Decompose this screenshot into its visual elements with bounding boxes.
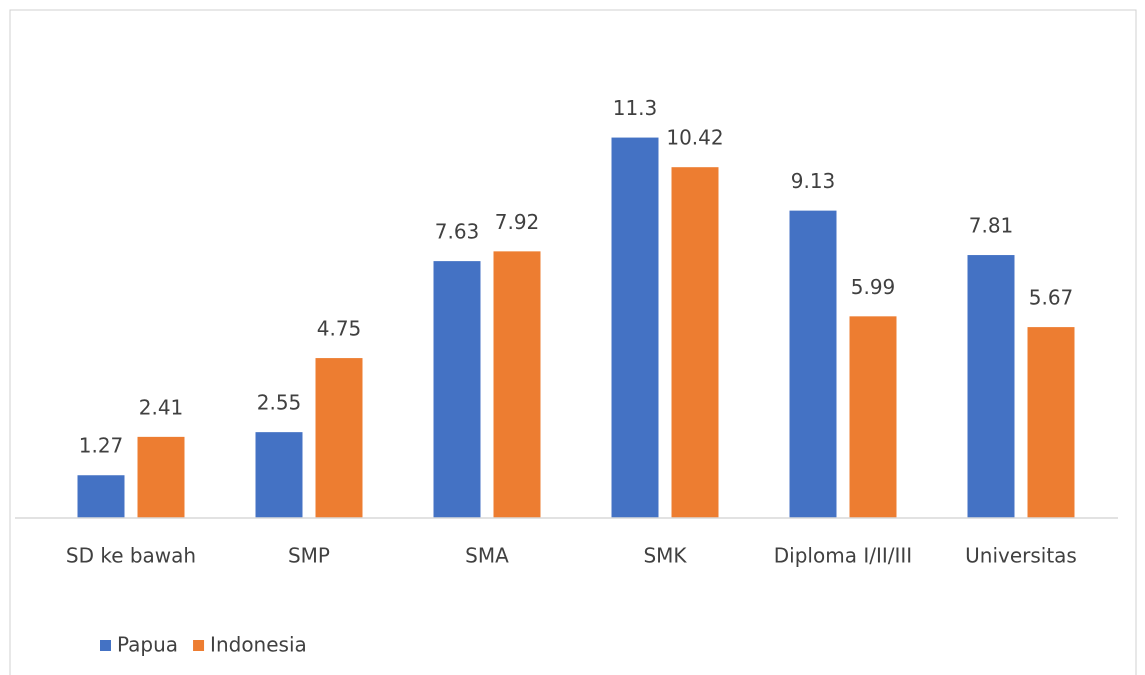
bar <box>315 358 363 518</box>
data-label: 7.63 <box>435 220 480 244</box>
data-label: 2.55 <box>257 391 302 415</box>
data-label: 5.67 <box>1029 286 1074 310</box>
bar <box>255 432 303 518</box>
bar <box>1027 327 1075 518</box>
bar <box>671 167 719 518</box>
x-tick-label: Diploma I/II/III <box>774 544 912 568</box>
data-label: 10.42 <box>666 126 723 150</box>
x-tick-label: SMA <box>465 544 509 568</box>
data-label: 2.41 <box>139 395 184 419</box>
data-label: 7.81 <box>969 214 1014 238</box>
bar <box>789 210 837 518</box>
data-label: 11.3 <box>613 96 658 120</box>
bar <box>967 255 1015 518</box>
legend-swatch <box>100 640 111 651</box>
data-label: 9.13 <box>791 169 836 193</box>
x-tick-label: SMK <box>643 544 687 568</box>
x-tick-label: SMP <box>288 544 330 568</box>
data-label: 4.75 <box>317 317 362 341</box>
bar <box>611 137 659 519</box>
chart-border <box>9 9 1137 675</box>
x-tick-label: Universitas <box>965 544 1077 568</box>
legend-label: Indonesia <box>210 633 307 657</box>
bar <box>137 436 185 518</box>
bar <box>77 475 125 518</box>
bar <box>493 251 541 519</box>
data-label: 5.99 <box>851 275 896 299</box>
bar <box>849 316 897 518</box>
legend-label: Papua <box>117 633 178 657</box>
legend-swatch <box>193 640 205 651</box>
bar <box>433 261 481 518</box>
x-tick-label: SD ke bawah <box>66 544 196 568</box>
data-label: 7.92 <box>495 210 540 234</box>
data-label: 1.27 <box>79 434 124 458</box>
